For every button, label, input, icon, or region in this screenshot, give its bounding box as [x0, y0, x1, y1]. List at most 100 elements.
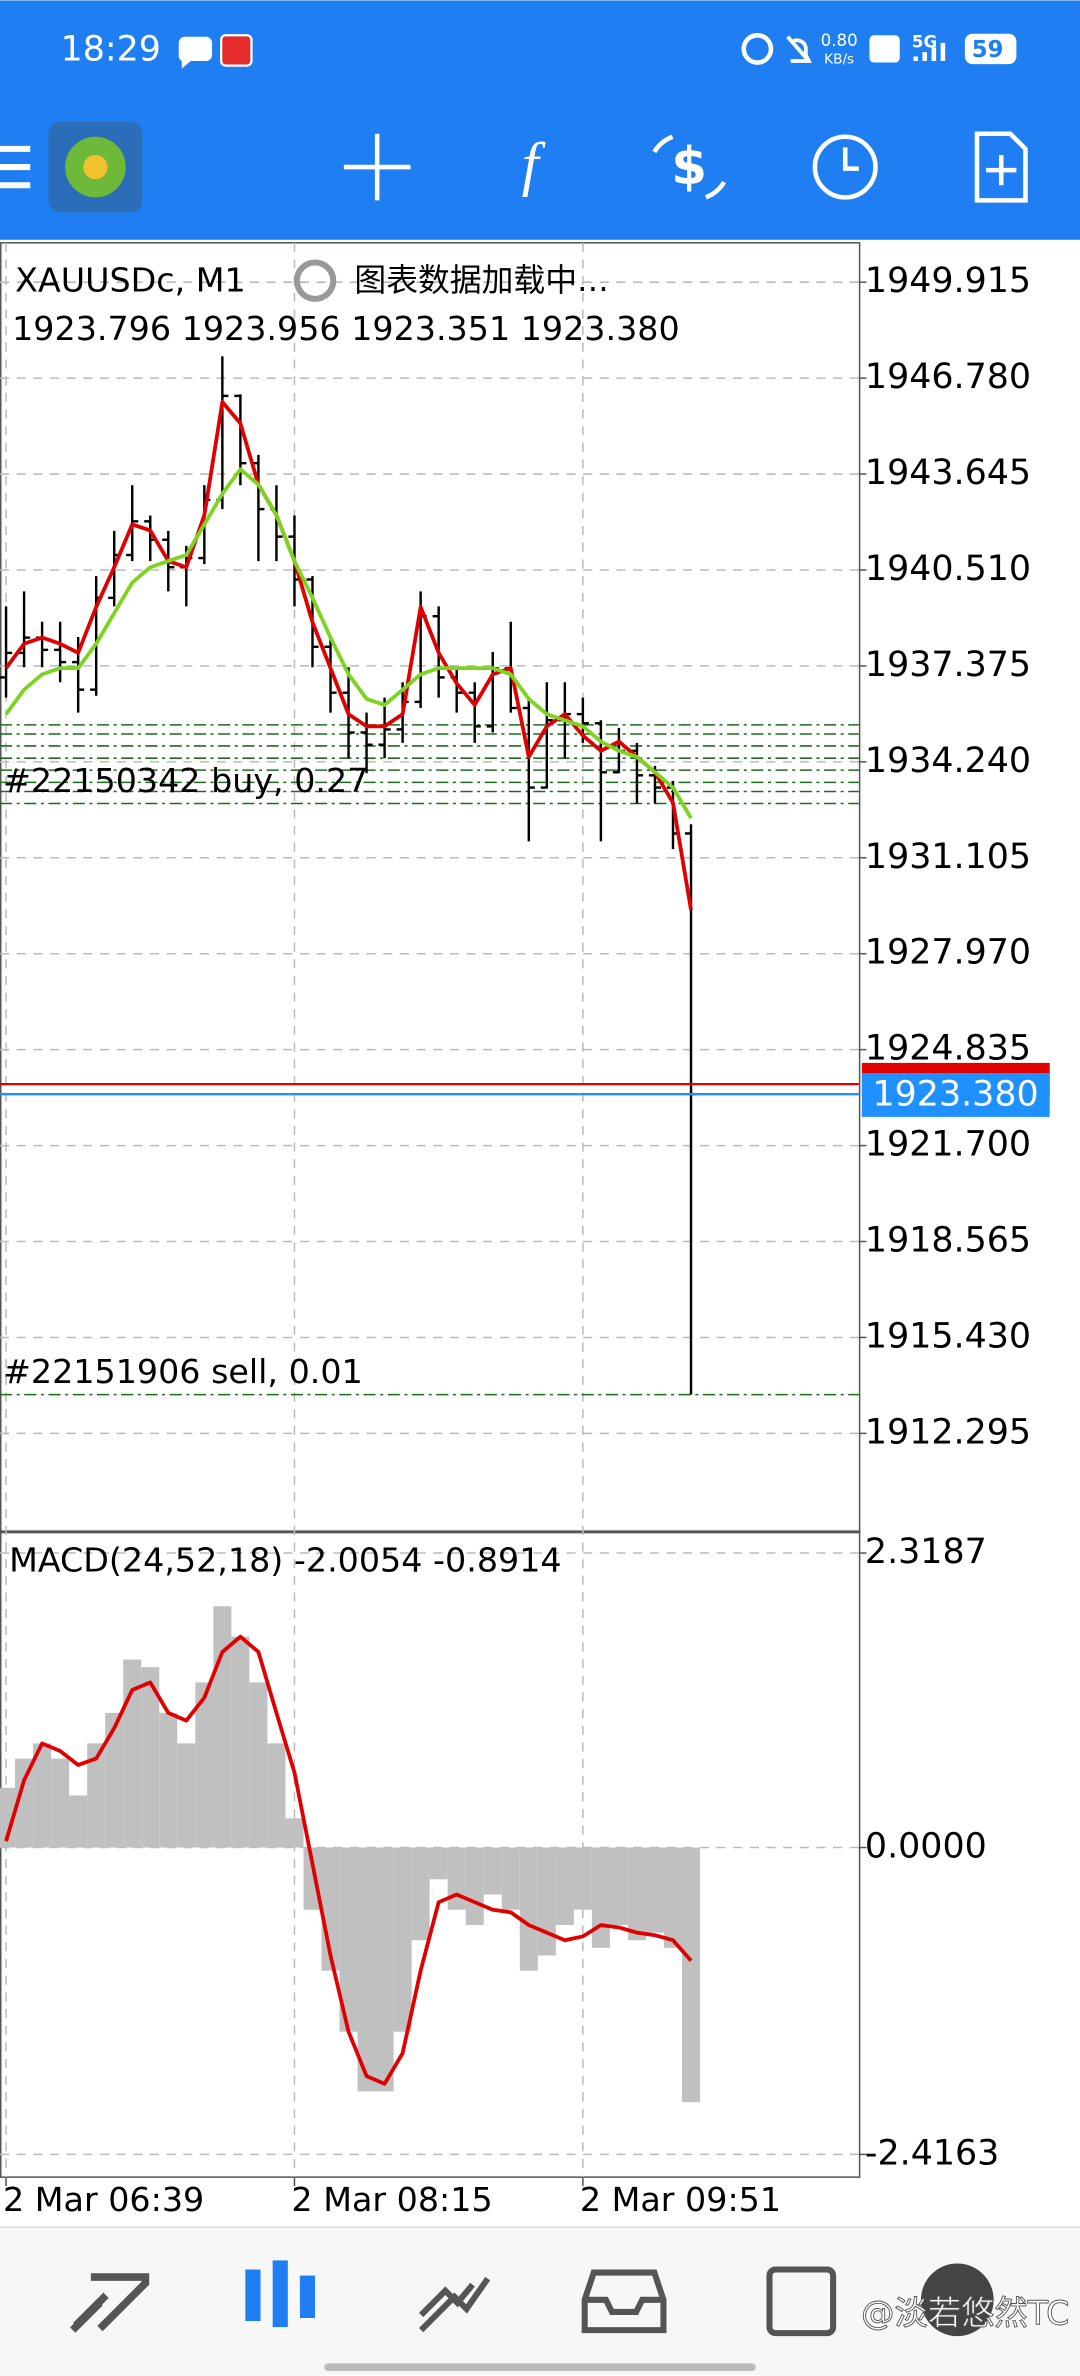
y-tick-label: 1927.970	[865, 933, 1031, 973]
histogram-bar	[465, 1847, 484, 1925]
y-tick-label: 1918.565	[865, 1221, 1031, 1261]
trade-arrows	[652, 134, 726, 200]
histogram-bar	[483, 1847, 502, 1895]
trade-button[interactable]: $	[671, 137, 707, 197]
y-tick-label: 1943.645	[865, 453, 1031, 493]
ohlc-info: 1923.796 1923.956 1923.351 1923.380	[12, 309, 680, 348]
histogram-bar	[411, 1847, 430, 1941]
x-tick-label: 2 Mar 06:39	[3, 2180, 204, 2219]
histogram-bar	[447, 1847, 466, 1910]
period-button[interactable]	[812, 134, 878, 200]
histogram-bar	[663, 1847, 683, 1948]
indicator-line	[4, 467, 693, 820]
y-tick-label: 1946.780	[865, 357, 1031, 397]
histogram-bar	[0, 1787, 16, 1848]
menu-button[interactable]	[0, 145, 31, 189]
histogram-bar	[267, 1743, 286, 1848]
network: 5G	[912, 32, 937, 51]
new-order-plus	[986, 154, 1017, 186]
histogram-bar	[555, 1847, 574, 1925]
y-tick-label: 1915.430	[865, 1316, 1031, 1356]
y-tick-label: -2.4163	[865, 2133, 999, 2173]
home-indicator	[324, 2363, 756, 2372]
battery-level: 59	[972, 37, 1004, 63]
alarm-icon	[741, 33, 774, 65]
histogram-bar	[51, 1758, 70, 1848]
symbol-title: XAUUSDc, M1	[15, 261, 246, 300]
macd-title: MACD(24,52,18) -2.0054 -0.8914	[9, 1541, 562, 1580]
y-tick-label: 2.3187	[865, 1532, 987, 1572]
nav-settings[interactable]	[920, 2263, 994, 2337]
y-tick-label: 1921.700	[865, 1125, 1031, 1165]
mute-icon	[786, 35, 812, 63]
hd-icon	[869, 35, 900, 63]
histogram-bar	[141, 1667, 160, 1848]
watermark: @淡若悠然TC	[861, 2293, 1069, 2332]
loading-status: 图表数据加载中…	[354, 262, 608, 299]
histogram-bar	[537, 1847, 556, 1956]
order-label: #22151906 sell, 0.01	[3, 1352, 363, 1391]
nav-trade[interactable]	[418, 2276, 491, 2333]
nav-chart-candle	[299, 2275, 316, 2318]
bid-box	[861, 1072, 1050, 1117]
bottom-nav	[0, 2227, 1080, 2376]
nav-news[interactable]	[766, 2266, 837, 2337]
histogram-bar	[177, 1743, 196, 1848]
net-speed: 0.80	[821, 31, 858, 50]
histogram-bar	[591, 1847, 610, 1948]
order-label: #22150342 buy, 0.27	[3, 761, 368, 800]
histogram-bar	[573, 1847, 592, 1910]
histogram-bar	[375, 1847, 394, 2092]
app-icon	[220, 34, 253, 67]
histogram-bar	[249, 1682, 268, 1848]
x-tick-label: 2 Mar 09:51	[580, 2180, 781, 2219]
histogram-bar	[357, 1847, 376, 2092]
y-tick-label: 1937.375	[865, 645, 1031, 685]
signal-icon	[913, 42, 946, 62]
histogram-bar	[33, 1743, 52, 1848]
histogram-bar	[393, 1847, 412, 2032]
histogram-bar	[645, 1847, 664, 1933]
histogram-bar	[105, 1712, 124, 1848]
chart-area: #22150342 buy, 0.27 #22151906 sell, 0.01	[0, 242, 867, 2187]
nav-quotes[interactable]	[70, 2273, 150, 2333]
histogram-bar	[627, 1847, 646, 1941]
y-tick-label: 1924.835	[865, 1029, 1031, 1069]
y-tick-label: 1940.510	[865, 549, 1031, 589]
histogram-bar	[429, 1847, 448, 1880]
y-tick-label: 0.0000	[865, 1827, 987, 1867]
y-tick-label: 1949.915	[865, 261, 1031, 301]
nav-chart[interactable]	[245, 2260, 316, 2328]
nav-chart-candle	[245, 2269, 261, 2322]
indicator-line	[4, 400, 693, 911]
histogram-bar	[87, 1743, 106, 1848]
histogram-bar	[339, 1847, 358, 2032]
y-tick-label: 1934.240	[865, 741, 1031, 781]
histogram-bar	[609, 1847, 628, 1925]
histogram-bar	[519, 1847, 538, 1971]
histogram-bar	[15, 1758, 34, 1848]
status-time: 18:29	[61, 29, 161, 69]
histogram-bar	[159, 1712, 178, 1848]
histogram-bar	[501, 1847, 520, 1910]
histogram-bar	[195, 1682, 214, 1848]
x-tick-label: 2 Mar 08:15	[291, 2180, 492, 2219]
net-speed-unit: KB/s	[824, 52, 854, 68]
histogram-bar	[213, 1606, 232, 1848]
period-hands	[842, 147, 859, 171]
mt4-logo-badge	[83, 154, 108, 180]
histogram-bar	[69, 1795, 88, 1848]
nav-chart-candle	[272, 2260, 288, 2328]
histogram-bar	[285, 1818, 304, 1848]
bid-label: 1923.380	[872, 1075, 1038, 1115]
crosshair-button[interactable]	[343, 133, 411, 201]
nav-history[interactable]	[581, 2269, 667, 2334]
histogram-bar	[682, 1847, 701, 2103]
loading-spinner	[293, 259, 337, 302]
histogram-bar	[123, 1659, 142, 1848]
new-order-button[interactable]	[974, 131, 1028, 203]
y-tick-label: 1912.295	[865, 1412, 1031, 1452]
